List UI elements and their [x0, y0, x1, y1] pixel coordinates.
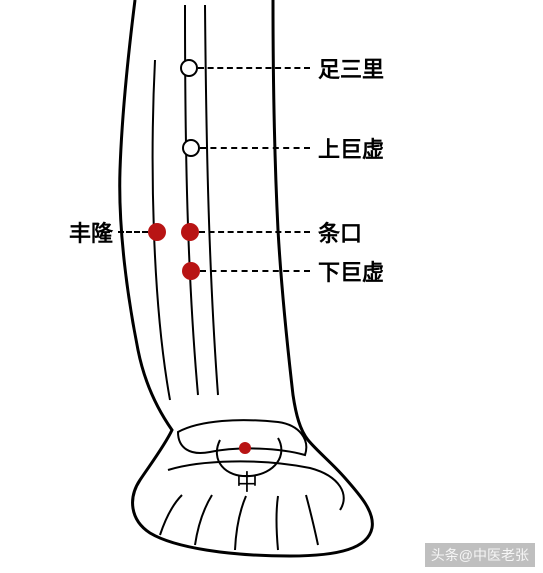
leader-fenglong — [118, 231, 148, 233]
point-shangjuxu — [182, 139, 200, 157]
point-fenglong — [148, 223, 166, 241]
label-zusanli: 足三里 — [318, 52, 384, 84]
leader-xiajuxu — [200, 270, 310, 272]
label-xiajuxu: 下巨虚 — [318, 255, 384, 287]
label-fenglong: 丰隆 — [69, 216, 113, 248]
label-tiaokou: 条口 — [318, 216, 362, 248]
point-zusanli — [180, 59, 198, 77]
leader-shangjuxu — [200, 147, 310, 149]
leader-zusanli — [198, 67, 310, 69]
leg-diagram: 中 — [0, 0, 543, 573]
leader-tiaokou — [199, 231, 310, 233]
point-ankle — [239, 442, 251, 454]
point-tiaokou — [181, 223, 199, 241]
watermark: 头条@中医老张 — [425, 543, 535, 567]
svg-text:中: 中 — [236, 470, 258, 495]
label-shangjuxu: 上巨虚 — [318, 132, 384, 164]
point-xiajuxu — [182, 262, 200, 280]
